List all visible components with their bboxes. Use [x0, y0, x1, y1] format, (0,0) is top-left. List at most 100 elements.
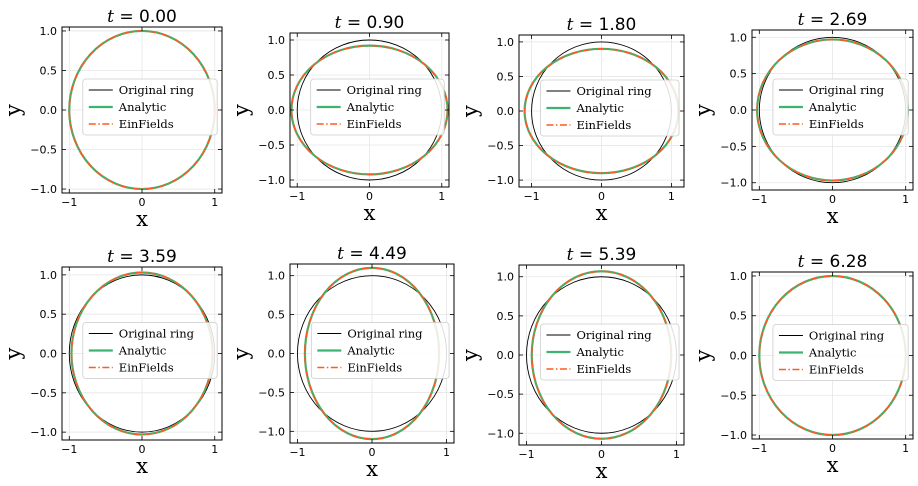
legend-label-original: Original ring — [576, 328, 652, 342]
legend-label-original: Original ring — [347, 327, 423, 341]
panel-title: t = 0.90 — [335, 13, 405, 33]
legend-label-analytic: Analytic — [575, 345, 623, 359]
x-tick-label: −1 — [518, 448, 534, 461]
y-tick-label: −1.0 — [258, 174, 285, 187]
y-tick-label: 0.5 — [730, 68, 748, 81]
y-tick-label: 0.5 — [730, 310, 748, 323]
legend-label-analytic: Analytic — [808, 100, 856, 114]
x-tick-label: −1 — [751, 442, 767, 455]
y-tick-label: −1.0 — [487, 174, 514, 187]
legend-frame — [310, 322, 450, 379]
x-tick-label: 0 — [598, 448, 605, 461]
subplot-panel: −1 0 1 −1.0 −0.5 0.0 0.5 1.0 x y t = 5.39 Original … — [458, 245, 685, 483]
y-tick-label: −1.0 — [30, 426, 57, 439]
y-tick-label: 0.5 — [268, 69, 286, 82]
y-tick-label: 1.0 — [497, 271, 515, 284]
y-tick-label: −0.5 — [487, 388, 514, 401]
legend-label-einfields: EinFields — [809, 117, 864, 131]
subplot-panel: −1 0 1 −1.0 −0.5 0.0 0.5 1.0 x y t = 2.69 Original … — [691, 10, 914, 228]
legend-label-original: Original ring — [119, 83, 195, 97]
x-tick-label: −1 — [751, 193, 767, 206]
y-tick-label: 1.0 — [40, 25, 58, 38]
legend-label-einfields: EinFields — [119, 361, 174, 375]
legend-label-einfields: EinFields — [809, 363, 864, 377]
y-tick-label: 1.0 — [497, 36, 515, 49]
legend: Original ring Analytic EinFields — [310, 322, 450, 379]
legend-label-einfields: EinFields — [576, 362, 631, 376]
subplot-panel: −1 0 1 −1.0 −0.5 0.0 0.5 1.0 x y t = 4.49 Original … — [229, 244, 455, 481]
x-tick-label: 1 — [211, 196, 218, 209]
y-tick-label: 1.0 — [40, 269, 58, 282]
x-tick-label: 0 — [139, 196, 146, 209]
y-tick-label: −1.0 — [487, 427, 514, 440]
y-tick-label: 0.0 — [497, 349, 515, 362]
x-axis-label: x — [136, 454, 148, 478]
legend-label-original: Original ring — [576, 84, 652, 98]
x-axis-label: x — [596, 201, 608, 225]
y-tick-label: −1.0 — [30, 183, 57, 196]
y-tick-label: 0.0 — [730, 350, 748, 363]
legend: Original ring Analytic EinFields — [772, 324, 909, 381]
x-tick-label: −1 — [289, 190, 305, 203]
y-tick-label: 0.5 — [268, 309, 286, 322]
legend-frame — [772, 324, 909, 381]
y-tick-label: 1.0 — [268, 270, 286, 283]
legend: Original ring Analytic EinFields — [82, 322, 218, 379]
legend-label-einfields: EinFields — [347, 117, 402, 131]
x-tick-label: 1 — [443, 446, 450, 459]
x-tick-label: 1 — [902, 442, 909, 455]
y-tick-label: 1.0 — [730, 31, 748, 44]
x-axis-label: x — [827, 204, 839, 228]
legend: Original ring Analytic EinFields — [772, 78, 909, 136]
y-tick-label: 0.5 — [40, 308, 58, 321]
panel-title: t = 0.00 — [107, 7, 177, 27]
x-tick-label: 1 — [668, 190, 675, 203]
x-axis-label: x — [596, 459, 608, 483]
y-tick-label: 1.0 — [268, 34, 286, 47]
legend-frame — [540, 79, 680, 137]
y-tick-label: 0.0 — [268, 104, 286, 117]
subplot-panel: −1 0 1 −1.0 −0.5 0.0 0.5 1.0 x y t = 3.59 Original … — [1, 247, 223, 478]
y-tick-label: −1.0 — [720, 177, 747, 190]
x-tick-label: −1 — [523, 190, 539, 203]
panel-title: t = 2.69 — [798, 10, 868, 30]
x-tick-label: 1 — [673, 448, 680, 461]
legend-label-einfields: EinFields — [347, 361, 402, 375]
legend-frame — [82, 78, 218, 136]
legend: Original ring Analytic EinFields — [540, 323, 680, 381]
x-tick-label: −1 — [289, 446, 305, 459]
x-tick-label: 0 — [139, 443, 146, 456]
x-axis-label: x — [136, 207, 148, 231]
legend-frame — [82, 322, 218, 379]
y-tick-label: −1.0 — [720, 429, 747, 442]
subplot-panel: −1 0 1 −1.0 −0.5 0.0 0.5 1.0 x y t = 0.00 Original … — [1, 7, 223, 231]
panel-title: t = 6.28 — [798, 252, 868, 272]
x-axis-label: x — [827, 453, 839, 477]
y-axis-label: y — [691, 104, 715, 117]
legend: Original ring Analytic EinFields — [540, 79, 680, 137]
legend-label-original: Original ring — [119, 327, 195, 341]
legend-label-einfields: EinFields — [119, 117, 174, 131]
y-tick-label: −0.5 — [258, 386, 285, 399]
x-tick-label: 0 — [829, 193, 836, 206]
y-axis-label: y — [691, 349, 715, 362]
x-tick-label: 1 — [211, 443, 218, 456]
x-axis-label: x — [364, 201, 376, 225]
panel-title: t = 4.49 — [337, 244, 407, 264]
legend-label-analytic: Analytic — [346, 344, 394, 358]
panel-title: t = 1.80 — [567, 15, 637, 35]
x-tick-label: −1 — [61, 196, 77, 209]
legend-label-original: Original ring — [809, 83, 885, 97]
legend-label-analytic: Analytic — [346, 100, 394, 114]
legend-label-einfields: EinFields — [576, 118, 631, 132]
legend-label-original: Original ring — [809, 329, 885, 343]
legend-label-analytic: Analytic — [808, 346, 856, 360]
x-tick-label: 0 — [369, 446, 376, 459]
legend-frame — [772, 78, 909, 136]
panel-title: t = 3.59 — [107, 247, 177, 267]
y-tick-label: 0.5 — [497, 70, 515, 83]
y-axis-label: y — [229, 104, 253, 117]
subplot-panel: −1 0 1 −1.0 −0.5 0.0 0.5 1.0 x y t = 0.90 Original … — [229, 13, 450, 225]
y-tick-label: 0.0 — [497, 105, 515, 118]
legend-frame — [540, 323, 680, 381]
